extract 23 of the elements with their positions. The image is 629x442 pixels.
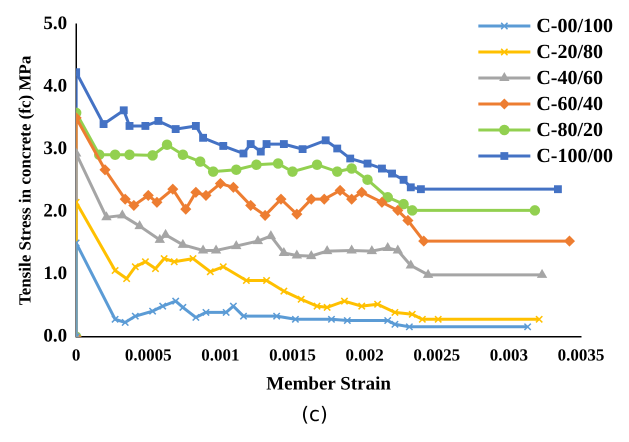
legend-label: C-40/60 bbox=[536, 67, 604, 90]
y-axis-title: Tensile Stress in concrete (fc) MPa bbox=[16, 55, 35, 306]
x-tick-label: 0.003 bbox=[490, 345, 528, 364]
legend-label: C-80/20 bbox=[536, 119, 604, 142]
y-tick-label: 0.0 bbox=[43, 326, 68, 347]
x-tick-label: 0.0005 bbox=[124, 345, 172, 364]
legend-label: C-00/100 bbox=[536, 15, 614, 38]
y-tick-label: 5.0 bbox=[43, 12, 68, 34]
y-tick-label: 2.0 bbox=[43, 200, 68, 222]
x-tick-label: 0.001 bbox=[201, 345, 240, 364]
legend-label: C-20/80 bbox=[536, 41, 604, 64]
legend-label: C-100/00 bbox=[536, 145, 614, 168]
text: (c) bbox=[300, 402, 329, 426]
y-tick-label: 4.0 bbox=[43, 75, 68, 96]
x-tick-label: 0.002 bbox=[346, 345, 384, 364]
legend-label: C-60/40 bbox=[536, 93, 604, 116]
y-tick-label: 1.0 bbox=[43, 263, 68, 284]
x-axis-title: Member Strain bbox=[266, 374, 392, 395]
x-tick-label: 0.0025 bbox=[413, 345, 460, 364]
x-tick-label: 0.0015 bbox=[269, 345, 316, 364]
y-tick-label: 3.0 bbox=[43, 138, 68, 160]
x-tick-label: 0 bbox=[72, 345, 80, 364]
x-tick-label: 0.0035 bbox=[558, 345, 604, 364]
